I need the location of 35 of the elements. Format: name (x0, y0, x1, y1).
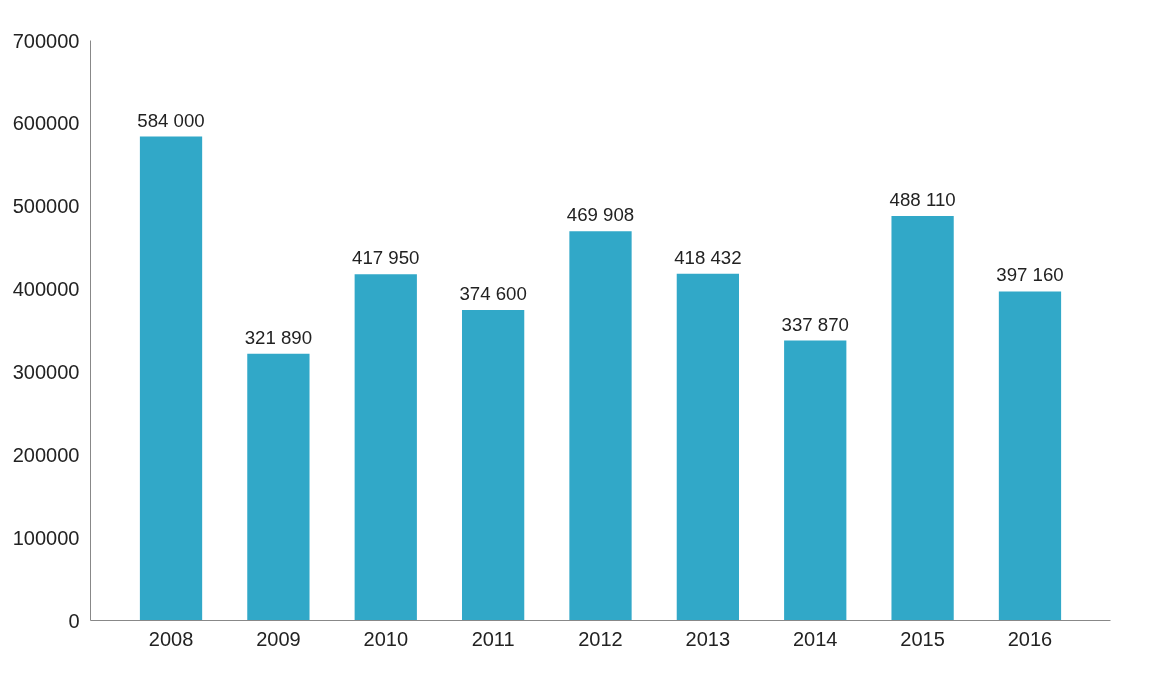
y-tick-label: 300000 (12, 360, 80, 383)
y-tick-label: 200000 (12, 443, 80, 466)
bar (676, 273, 740, 621)
data-label: 469 908 (566, 204, 635, 226)
x-tick-label: 2015 (900, 627, 945, 650)
bar (891, 216, 954, 621)
y-tick-label: 0 (68, 609, 80, 632)
y-tick-label: 700000 (12, 29, 80, 52)
y-tick-label: 600000 (12, 112, 80, 135)
bar (247, 353, 310, 621)
data-label: 321 890 (244, 326, 313, 348)
x-tick-label: 2008 (148, 627, 194, 650)
data-label: 418 432 (674, 246, 742, 268)
bar (354, 274, 417, 621)
y-tick-label: 400000 (12, 278, 80, 301)
x-tick-label: 2009 (256, 627, 301, 650)
bar (998, 291, 1062, 621)
x-tick-label: 2012 (578, 627, 623, 650)
data-label: 397 160 (996, 264, 1064, 286)
bar (461, 310, 525, 621)
y-tick-label: 100000 (12, 526, 80, 549)
y-tick-label: 500000 (12, 195, 80, 218)
data-label: 337 870 (781, 313, 849, 335)
bar (139, 136, 203, 621)
x-tick-label: 2011 (471, 627, 515, 650)
x-tick-label: 2014 (792, 627, 838, 650)
data-label: 488 110 (889, 189, 956, 211)
data-label: 374 600 (459, 283, 527, 305)
bar (784, 340, 847, 621)
data-label: 584 000 (137, 109, 205, 131)
bar (569, 231, 632, 621)
data-label: 417 950 (352, 247, 420, 269)
x-tick-label: 2010 (363, 627, 409, 650)
x-tick-label: 2016 (1007, 627, 1053, 650)
x-tick-label: 2013 (685, 627, 731, 650)
